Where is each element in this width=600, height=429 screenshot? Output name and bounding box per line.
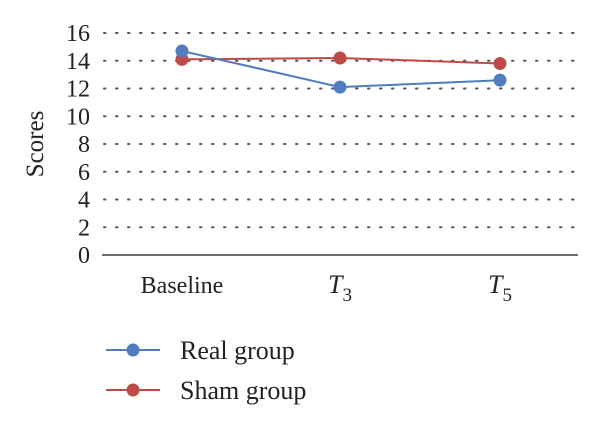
y-tick-label: 0 [78, 243, 90, 269]
x-tick-label: T3 [328, 270, 352, 306]
y-tick-label: 8 [78, 132, 90, 158]
legend-item: Sham group [106, 376, 306, 405]
x-tick-label-base: Baseline [141, 273, 224, 299]
legend-item: Real group [106, 336, 295, 365]
legend-label: Real group [180, 336, 295, 365]
legend-marker [126, 383, 140, 397]
y-tick-label: 4 [78, 188, 90, 214]
x-tick-label-subscript: 5 [502, 285, 512, 306]
legend-marker [126, 343, 140, 357]
legend: Real group Sham group [106, 336, 306, 405]
y-tick-label: 16 [66, 21, 90, 47]
y-tick-label: 10 [66, 104, 90, 130]
x-tick-label-subscript: 3 [342, 285, 352, 306]
data-point [493, 57, 507, 71]
x-tick-label-base: T [488, 270, 504, 299]
y-tick-label: 12 [66, 77, 90, 103]
series-real-group [175, 44, 507, 94]
y-tick-label: 6 [78, 160, 90, 186]
data-point [175, 44, 189, 58]
y-tick-label: 14 [66, 49, 90, 75]
legend-label: Sham group [180, 376, 306, 405]
data-series [175, 44, 507, 94]
x-tick-labels: Baseline T3 T5 [141, 270, 512, 306]
x-tick-label-base: T [328, 270, 344, 299]
y-tick-label: 2 [78, 215, 90, 241]
x-tick-label: T5 [488, 270, 512, 306]
x-tick-label: Baseline [141, 273, 224, 299]
y-axis-title: Scores [22, 111, 49, 178]
data-point [493, 73, 507, 87]
data-point [333, 80, 347, 94]
data-point [333, 51, 347, 65]
